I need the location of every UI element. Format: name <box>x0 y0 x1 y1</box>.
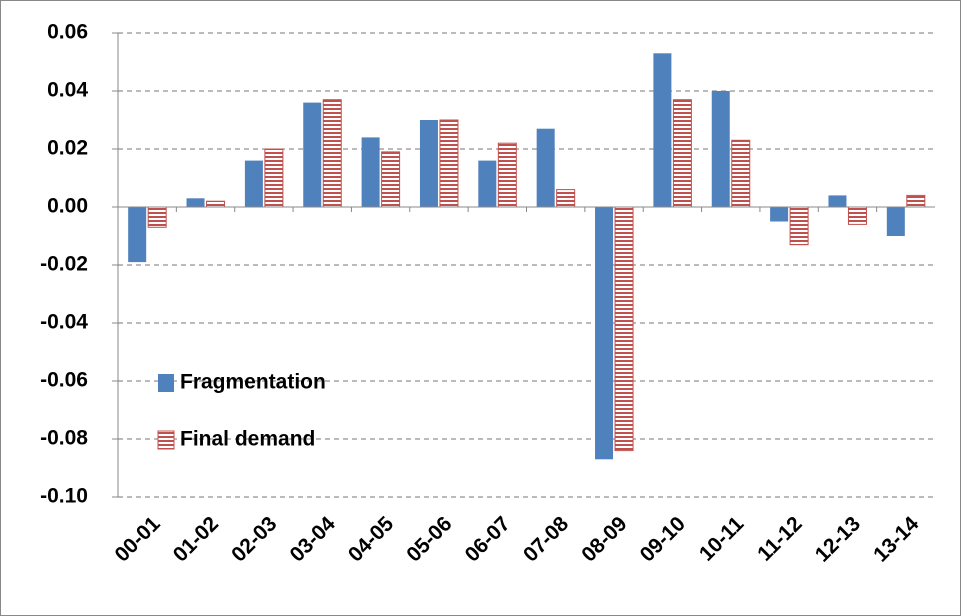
bar <box>439 119 459 208</box>
bar <box>828 195 847 207</box>
bar <box>186 198 205 207</box>
legend-swatch <box>158 374 174 392</box>
bar <box>128 207 147 263</box>
bar <box>536 128 555 207</box>
y-tick-label: 0.06 <box>47 21 88 44</box>
bar <box>206 200 226 208</box>
legend-text: Final demand <box>180 428 315 451</box>
y-tick-label: 0.04 <box>47 79 88 102</box>
y-tick-label: 0.00 <box>47 195 88 218</box>
y-tick-label: -0.10 <box>40 485 88 508</box>
legend-swatch <box>157 430 175 450</box>
bar <box>361 137 380 207</box>
bar <box>906 194 926 208</box>
y-tick-label: -0.06 <box>40 369 88 392</box>
bar <box>303 102 322 207</box>
bar <box>789 206 809 246</box>
bar <box>264 148 284 208</box>
y-tick-label: -0.02 <box>40 253 88 276</box>
bar <box>653 53 672 207</box>
legend-text: Fragmentation <box>180 371 326 394</box>
bar <box>381 151 401 208</box>
y-tick-label: -0.04 <box>40 311 88 334</box>
bar <box>478 160 497 207</box>
bar <box>244 160 263 207</box>
bar <box>886 207 905 236</box>
bar <box>770 207 789 222</box>
bar <box>614 206 634 452</box>
bar <box>711 91 730 207</box>
bar <box>731 139 751 208</box>
bar <box>847 206 867 225</box>
bar <box>497 142 517 208</box>
y-tick-label: -0.08 <box>40 427 88 450</box>
bar <box>556 189 576 208</box>
y-tick-label: 0.02 <box>47 137 88 160</box>
bar <box>672 99 692 208</box>
bar <box>419 120 438 207</box>
bar <box>147 206 167 228</box>
bar <box>595 207 614 460</box>
bar <box>322 99 342 208</box>
